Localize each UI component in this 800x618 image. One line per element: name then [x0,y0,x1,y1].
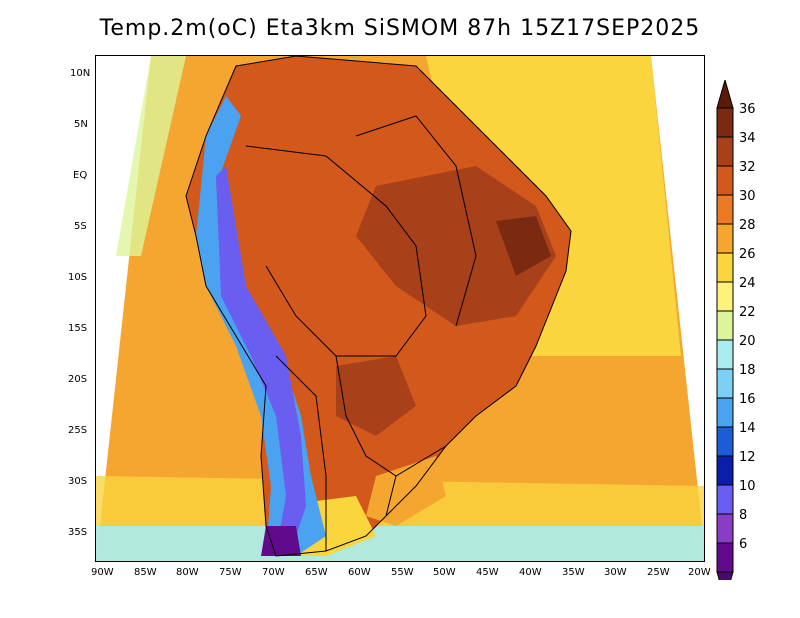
lon-tick-label: 25W [647,567,670,578]
legend-swatch [716,542,734,573]
lon-tick-label: 85W [134,567,157,578]
legend-label: 22 [739,305,756,320]
legend-label: 8 [739,508,747,523]
lon-tick-label: 50W [433,567,456,578]
legend-swatch [716,484,734,515]
legend-label: 20 [739,334,756,349]
legend-label: 14 [739,421,756,436]
legend-label: 30 [739,189,756,204]
lon-tick-label: 40W [519,567,542,578]
legend-swatch [716,368,734,399]
legend-label: 24 [739,276,756,291]
legend-swatch [716,107,734,138]
hot-region [356,166,556,326]
legend-label: 28 [739,218,756,233]
legend-swatch [716,513,734,544]
lat-tick-label: 25S [68,425,88,436]
legend-swatch [716,165,734,196]
lat-tick-label: 5S [74,221,87,232]
lat-tick-label: 10S [68,272,88,283]
lat-tick-label: 30S [68,476,88,487]
legend-swatch [716,339,734,370]
lon-tick-label: 65W [305,567,328,578]
lat-tick-label: 10N [70,68,91,79]
legend-swatch [716,397,734,428]
lon-tick-label: 30W [604,567,627,578]
map-frame [95,55,705,562]
lat-tick-label: 20S [68,374,88,385]
map-title: Temp.2m(oC) Eta3km SiSMOM 87h 15Z17SEP20… [99,16,701,41]
lat-tick-label: 5N [74,119,88,130]
lon-tick-label: 55W [391,567,414,578]
legend-label: 36 [739,102,756,117]
lat-tick-label: 15S [68,323,88,334]
legend-swatch [716,194,734,225]
lon-tick-label: 75W [219,567,242,578]
legend-label: 16 [739,392,756,407]
lon-tick-label: 20W [688,567,711,578]
legend-swatch [716,281,734,312]
lat-tick-label: 35S [68,527,88,538]
legend-swatch [716,223,734,254]
legend-bottom-arrow [716,571,734,580]
lon-tick-label: 80W [176,567,199,578]
lon-tick-label: 35W [562,567,585,578]
very-hot-region [496,216,551,276]
legend-label: 6 [739,537,747,552]
hot-region-2 [336,356,416,436]
ocean-west-cool [116,56,186,256]
legend-swatch [716,426,734,457]
andes-coldest-strip [216,166,306,551]
legend-label: 32 [739,160,756,175]
lat-tick-label: EQ [73,170,88,181]
legend-swatch [716,136,734,167]
legend-label: 10 [739,479,756,494]
color-legend: 36 34 32 30 28 26 24 22 20 18 16 14 12 10 8 6 [716,80,756,580]
country-borders [185,56,572,557]
ocean-far-south-band [96,526,704,561]
legend-swatch [716,455,734,486]
legend-label: 18 [739,363,756,378]
legend-label: 12 [739,450,756,465]
lon-tick-label: 90W [91,567,114,578]
lon-tick-label: 45W [476,567,499,578]
temperature-map [96,56,704,561]
legend-swatch [716,310,734,341]
legend-label: 26 [739,247,756,262]
lon-tick-label: 70W [262,567,285,578]
andes-peaks [261,526,301,556]
legend-label: 34 [739,131,756,146]
lon-tick-label: 60W [348,567,371,578]
legend-top-arrow [716,80,734,109]
legend-swatch [716,252,734,283]
